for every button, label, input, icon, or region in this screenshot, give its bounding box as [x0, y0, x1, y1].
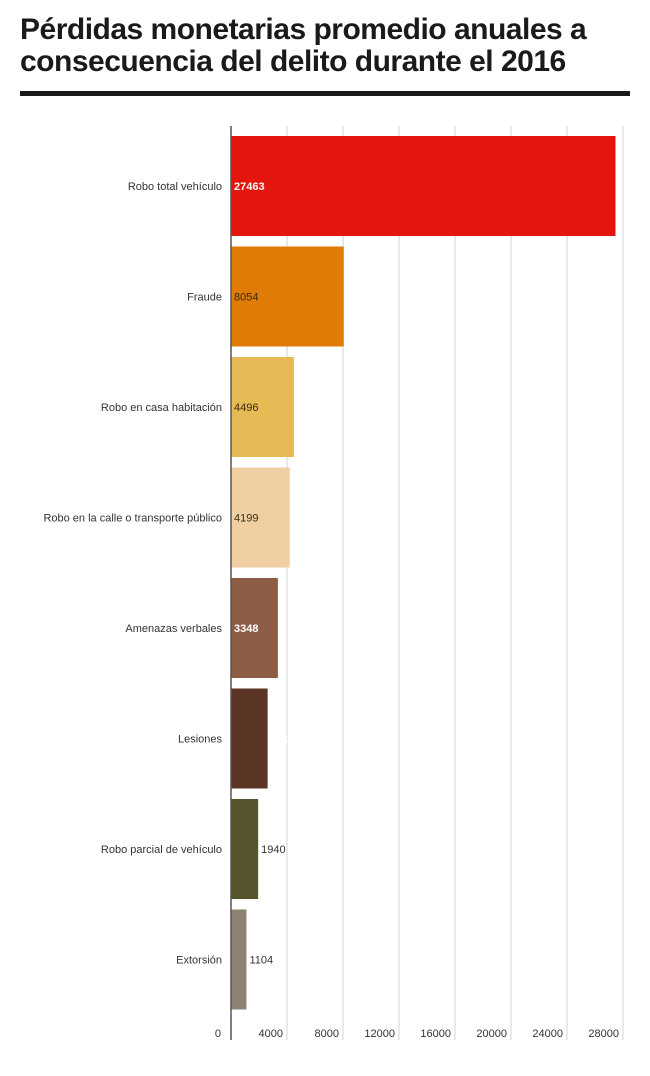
- bar: [231, 357, 294, 457]
- bar: [231, 909, 247, 1010]
- x-tick-label: 16000: [420, 1028, 451, 1040]
- x-tick-label: 4000: [259, 1028, 283, 1040]
- category-label: Extorsión: [176, 955, 222, 967]
- bar: [231, 578, 278, 678]
- x-tick-label: 8000: [315, 1028, 339, 1040]
- value-label: 3348: [234, 623, 258, 635]
- value-label: 1940: [261, 844, 285, 856]
- value-label: 8054: [234, 292, 258, 304]
- value-label: 2616: [271, 734, 295, 746]
- title-rule: [20, 91, 630, 96]
- category-label: Robo total vehículo: [128, 181, 222, 193]
- category-label: Robo en la calle o transporte público: [43, 513, 222, 525]
- category-label: Lesiones: [178, 734, 223, 746]
- bar: [231, 467, 290, 568]
- category-label: Robo parcial de vehículo: [101, 844, 222, 856]
- x-tick-label: 12000: [364, 1028, 395, 1040]
- value-label: 4496: [234, 402, 258, 414]
- category-label: Robo en casa habitación: [101, 402, 222, 414]
- x-tick-label: 28000: [588, 1028, 619, 1040]
- chart-title: Pérdidas monetarias promedio anuales a c…: [20, 13, 587, 78]
- bar: [231, 799, 259, 899]
- bar: [231, 246, 344, 347]
- category-label: Amenazas verbales: [125, 623, 222, 635]
- value-label: 27463: [234, 181, 265, 193]
- x-tick-label: 24000: [532, 1028, 563, 1040]
- value-label: 4199: [234, 513, 258, 525]
- category-label: Fraude: [187, 292, 222, 304]
- value-label: 1104: [249, 955, 273, 967]
- bar: [231, 688, 268, 789]
- bar: [231, 136, 616, 236]
- x-tick-label: 0: [215, 1028, 221, 1040]
- x-tick-label: 20000: [476, 1028, 507, 1040]
